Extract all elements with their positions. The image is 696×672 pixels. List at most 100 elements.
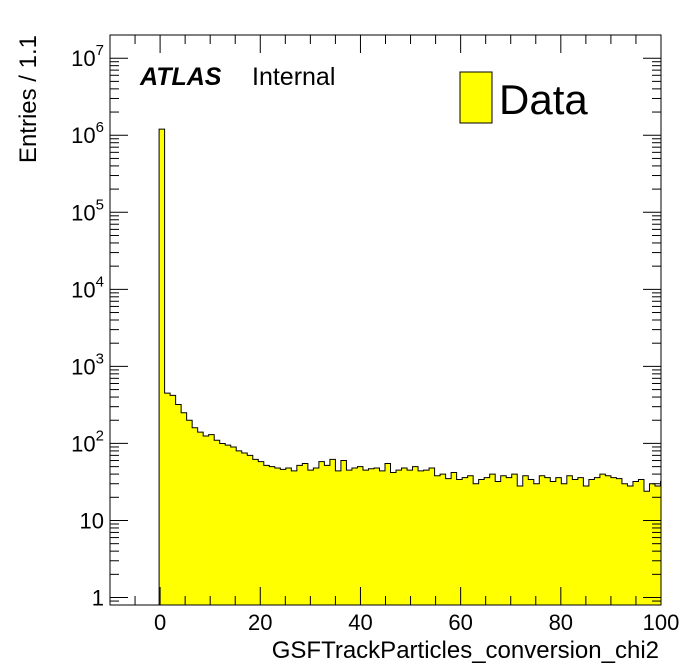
histogram-bin — [566, 475, 573, 605]
histogram-bin — [621, 483, 628, 605]
histogram-bin — [357, 466, 364, 605]
histogram-bin — [484, 477, 490, 605]
histogram-outline — [158, 128, 661, 605]
histogram-bin — [478, 479, 485, 605]
y-axis-title: Entries / 1.1 — [15, 35, 42, 163]
histogram-bin — [351, 468, 358, 605]
histogram-bin — [302, 463, 309, 605]
internal-label: Internal — [252, 63, 335, 91]
histogram-bin — [638, 479, 645, 605]
histogram-bin — [451, 472, 457, 605]
histogram-bin — [247, 455, 254, 605]
histogram-bin — [252, 459, 259, 605]
histogram-bin — [632, 481, 639, 605]
histogram-bin — [181, 412, 187, 605]
histogram-bin — [401, 468, 408, 605]
histogram-bin — [291, 470, 298, 605]
histogram-bin — [555, 477, 562, 605]
histogram-bin — [423, 470, 430, 605]
y-tick-label: 105 — [71, 196, 104, 225]
histogram-bin — [594, 477, 601, 605]
histogram-bin — [572, 479, 579, 605]
histogram-bars — [158, 128, 662, 605]
histogram-bin — [373, 468, 380, 605]
x-tick-label: 80 — [549, 610, 573, 635]
histogram-bin — [296, 465, 303, 605]
y-tick-label: 103 — [71, 350, 104, 379]
x-tick-label: 40 — [348, 610, 372, 635]
histogram-bin — [456, 479, 463, 605]
histogram-bin — [335, 470, 342, 605]
y-tick-label: 1 — [92, 586, 104, 611]
histogram-bin — [561, 483, 568, 605]
histogram-bin — [236, 450, 243, 605]
histogram-bin — [340, 460, 347, 605]
histogram-bin — [396, 470, 402, 605]
histogram-bin — [313, 468, 320, 605]
histogram-bin — [192, 427, 198, 605]
histogram-bin — [407, 470, 413, 605]
y-axis-tick-labels: 1 10 102 103 104 105 106 107 — [71, 42, 104, 610]
histogram-bin — [170, 395, 176, 605]
y-tick-label: 104 — [71, 273, 104, 302]
histogram-bin — [577, 477, 584, 605]
histogram-bin — [522, 475, 529, 605]
histogram-bin — [241, 453, 248, 605]
histogram-bin — [390, 472, 397, 605]
histogram-bin — [379, 470, 386, 605]
histogram-bin — [473, 483, 479, 605]
histogram-bin — [495, 481, 502, 605]
histogram-bin — [219, 443, 226, 605]
histogram-bin — [649, 483, 656, 605]
histogram-bin — [307, 470, 314, 605]
histogram-bin — [230, 446, 237, 605]
histogram-bin — [418, 470, 424, 605]
histogram-bin — [329, 459, 336, 605]
legend-swatch-data — [459, 71, 493, 124]
histogram-bin — [517, 486, 524, 605]
histogram-bin — [599, 474, 606, 605]
histogram-bin — [627, 486, 634, 605]
histogram-bin — [429, 468, 435, 605]
histogram-bin — [269, 466, 276, 605]
histogram-bin — [197, 432, 204, 605]
x-tick-label: 20 — [248, 610, 272, 635]
x-tick-label: 100 — [643, 610, 680, 635]
histogram-bin — [467, 475, 474, 605]
x-tick-label: 0 — [154, 610, 166, 635]
histogram-bin — [318, 461, 325, 605]
histogram-bin — [544, 477, 551, 605]
histogram-bin — [385, 463, 391, 605]
histogram-bin — [362, 470, 369, 605]
histogram-bin — [214, 440, 220, 605]
histogram-bin — [208, 434, 215, 605]
histogram-bin — [285, 468, 292, 605]
histogram-bin — [164, 393, 171, 605]
histogram-bin — [263, 465, 270, 605]
histogram-bin — [643, 491, 650, 605]
histogram-bin — [539, 475, 546, 605]
histogram-bin — [462, 477, 468, 605]
y-tick-label: 107 — [71, 42, 104, 71]
histogram-bin — [654, 486, 661, 605]
x-axis-ticks — [109, 35, 662, 605]
histogram-bin — [274, 468, 281, 605]
atlas-label: ATLAS — [139, 63, 222, 91]
histogram-bin — [159, 129, 165, 605]
y-tick-label: 106 — [71, 119, 104, 148]
histogram-bin — [489, 474, 496, 605]
legend-label-data: Data — [499, 76, 588, 123]
histogram-bin — [225, 445, 232, 605]
histogram-bin — [550, 481, 557, 605]
histogram-bin — [280, 469, 287, 605]
y-axis-ticks — [110, 34, 661, 606]
x-axis-tick-labels: 0 20 40 60 80 100 — [154, 610, 679, 635]
histogram-bin — [346, 470, 353, 605]
histogram-bin — [610, 477, 617, 605]
y-tick-label: 10 — [80, 508, 104, 533]
histogram-bin — [533, 483, 540, 605]
legend: Data — [459, 71, 588, 124]
histogram-bin — [412, 466, 419, 605]
x-axis-title: GSFTrackParticles_conversion_chi2 — [272, 637, 659, 664]
